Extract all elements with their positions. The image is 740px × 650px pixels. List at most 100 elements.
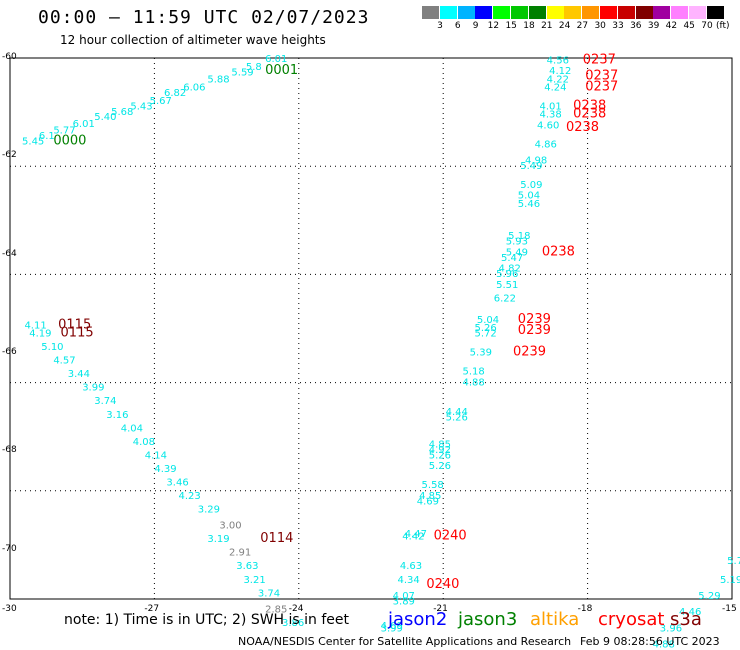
swh-value: 5.47 (501, 253, 523, 264)
lon-tick-label: -24 (288, 604, 304, 614)
swh-value: 5.19 (720, 575, 740, 586)
legend-label: 45 (683, 21, 695, 31)
legend-swatch (600, 6, 617, 19)
legend-label: 12 (487, 21, 500, 31)
swh-value: 5.49 (506, 247, 528, 258)
swh-value: 4.88 (462, 377, 484, 388)
swh-value: 3.74 (258, 588, 280, 599)
swh-value: 2.85 (265, 605, 287, 616)
swh-value: 5.59 (231, 67, 253, 78)
pass-time-label: 0237 (585, 69, 618, 84)
pass-time-label: 0237 (583, 52, 616, 67)
swh-value: 5.18 (462, 366, 484, 377)
legend-label: 9 (472, 21, 479, 31)
legend-swatch (422, 6, 439, 19)
legend-label: 27 (576, 21, 589, 31)
lon-tick-label: -21 (433, 604, 448, 614)
satellite-name: jason2 (388, 609, 448, 630)
swh-value: 4.92 (429, 445, 451, 456)
swh-value: 5.67 (150, 96, 172, 107)
swh-value: 5.7 (727, 556, 740, 567)
swh-value: 3.99 (381, 623, 403, 634)
lat-tick-label: -68 (2, 445, 17, 456)
swh-value: 4.42 (402, 531, 424, 542)
swh-value: 4.04 (121, 423, 143, 434)
swh-value: 3.63 (236, 561, 258, 572)
swh-value: 4.19 (29, 329, 51, 340)
swh-value: 5.77 (53, 126, 75, 137)
legend-swatch (493, 6, 511, 19)
legend-label: 15 (505, 21, 517, 31)
swh-value: 5.46 (518, 199, 540, 210)
pass-time-label: 0240 (434, 528, 467, 543)
generated-date: Feb 9 08:28:56 UTC 2023 (580, 635, 720, 648)
swh-value: 4.56 (547, 55, 569, 66)
pass-time-label: 0238 (573, 98, 606, 113)
lon-tick-label: -27 (144, 604, 160, 614)
swh-value: 6.22 (494, 293, 516, 304)
lon-tick-label: -30 (2, 604, 17, 614)
legend-label: 6 (454, 21, 461, 31)
lat-tick-label: -66 (2, 347, 17, 358)
satellite-name: jason3 (458, 609, 518, 630)
pass-time-label: 0240 (426, 577, 459, 592)
swh-value: 3.44 (68, 369, 90, 380)
swh-value: 4.63 (400, 561, 422, 572)
swh-value: 3.86 (282, 618, 304, 629)
swh-value: 6.01 (265, 54, 287, 65)
swh-value: 3.46 (166, 477, 188, 488)
swh-value: 4.60 (537, 120, 559, 131)
legend-label: 3 (437, 21, 443, 31)
legend-swatch (582, 6, 600, 19)
swh-value: 4.39 (154, 464, 176, 475)
swh-value: 4.46 (679, 607, 701, 618)
swh-value: 6.1 (39, 131, 55, 142)
swh-value: 5.10 (41, 342, 63, 353)
swh-value: 5.04 (518, 191, 540, 202)
swh-value: 4.34 (397, 575, 419, 586)
satellite-name: altika (530, 609, 580, 630)
pass-time-label: 0115 (61, 326, 94, 341)
swh-value: 4.86 (535, 139, 557, 150)
swh-value: 4.01 (539, 101, 561, 112)
swh-value: 5.88 (207, 74, 229, 85)
page-subtitle: 12 hour collection of altimeter wave hei… (60, 33, 326, 47)
swh-value: 4.14 (145, 450, 167, 461)
swh-value: 5.49 (520, 161, 542, 172)
swh-value: 5.26 (474, 323, 496, 334)
legend-swatch (617, 6, 635, 19)
pass-time-label: 0238 (566, 120, 599, 135)
swh-value: 5.43 (130, 101, 152, 112)
swh-value: 2.91 (229, 548, 251, 559)
swh-value: 4.85 (429, 440, 451, 451)
swh-value: 4.47 (405, 529, 427, 540)
legend-label: 70 (701, 21, 713, 31)
pass-time-label: 0114 (260, 531, 293, 546)
swh-value: 3.19 (207, 534, 229, 545)
legend-label: 30 (594, 21, 606, 31)
wave-height-labels: 5.456.15.776.015.405.685.435.676.826.065… (22, 52, 740, 650)
swh-value: 4.85 (419, 491, 441, 502)
swh-value: 4.24 (544, 82, 566, 93)
swh-value: 5.39 (470, 348, 492, 359)
swh-value: 4.57 (53, 356, 75, 367)
swh-value: 5.04 (477, 315, 499, 326)
legend-swatch (706, 6, 724, 19)
legend-swatch (653, 6, 671, 19)
legend-label: 21 (541, 21, 553, 31)
swh-value: 6.06 (183, 82, 205, 93)
legend-swatch (635, 6, 653, 19)
swh-value: 4.12 (549, 66, 571, 77)
footnote: note: 1) Time is in UTC; 2) SWH is in fe… (64, 612, 350, 628)
swh-value: 4.11 (24, 321, 46, 332)
legend-swatch (439, 6, 457, 19)
lon-tick-label: -15 (722, 604, 737, 614)
map-border (9, 57, 733, 600)
legend-label: 18 (523, 21, 535, 31)
legend-unit: (ft) (716, 21, 730, 31)
swh-value: 3.29 (198, 504, 220, 515)
legend-swatch (671, 6, 689, 19)
swh-value: 4.07 (393, 591, 415, 602)
legend-swatch (546, 6, 564, 19)
